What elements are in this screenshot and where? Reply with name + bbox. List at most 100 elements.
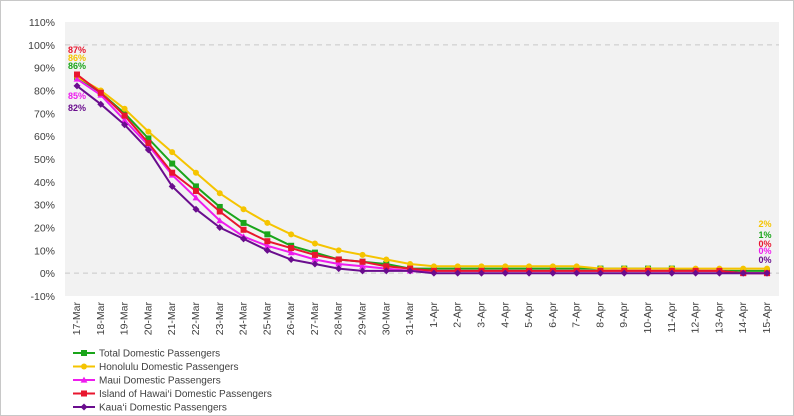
legend-label: Island of Hawai‘i Domestic Passengers: [99, 389, 272, 400]
legend-marker: [81, 363, 87, 370]
x-tick-label: 23-Mar: [214, 302, 226, 336]
end-data-label: 2%: [758, 219, 771, 229]
x-tick-label: 31-Mar: [404, 302, 416, 336]
x-tick-label: 17-Mar: [71, 302, 83, 336]
series-point: [383, 263, 390, 270]
series-point: [240, 226, 247, 233]
series-point: [264, 238, 271, 245]
start-data-label: 86%: [68, 53, 86, 63]
x-tick-label: 24-Mar: [238, 302, 250, 336]
x-tick-label: 3-Apr: [475, 302, 487, 328]
end-data-label: 0%: [758, 246, 771, 256]
series-point: [97, 100, 105, 108]
x-tick-label: 18-Mar: [95, 302, 107, 336]
legend-label: Maui Domestic Passengers: [99, 376, 221, 387]
series-point: [240, 206, 247, 213]
series-point: [407, 261, 414, 268]
series-point: [620, 269, 628, 277]
series-point: [335, 260, 343, 267]
series-point: [359, 267, 367, 275]
y-tick-label: 30%: [34, 200, 55, 212]
series-point: [73, 75, 81, 82]
x-tick-label: 20-Mar: [142, 302, 154, 336]
series-point: [192, 205, 200, 213]
x-tick-label: 4-Apr: [499, 302, 511, 328]
x-tick-label: 2-Apr: [452, 302, 464, 328]
series-point: [192, 187, 199, 194]
series-point: [311, 240, 318, 247]
series-point: [169, 160, 176, 167]
series-point: [383, 256, 390, 263]
x-tick-label: 11-Apr: [666, 302, 678, 333]
series-point: [192, 194, 200, 201]
series-point: [763, 269, 771, 277]
x-tick-label: 7-Apr: [571, 302, 583, 328]
series-point: [644, 269, 652, 277]
series-point: [573, 263, 580, 270]
x-tick-label: 6-Apr: [547, 302, 559, 328]
y-tick-label: 80%: [34, 86, 55, 98]
y-tick-label: 50%: [34, 154, 55, 166]
x-tick-label: 1-Apr: [428, 302, 440, 328]
series-point: [454, 269, 462, 277]
y-tick-label: 20%: [34, 223, 55, 235]
start-data-label: 87%: [68, 45, 86, 55]
series-point: [359, 262, 366, 269]
series-point: [311, 260, 319, 268]
series-point: [121, 116, 128, 123]
series-point: [144, 146, 152, 154]
series-point: [692, 269, 700, 277]
y-tick-label: 90%: [34, 63, 55, 75]
x-tick-label: 9-Apr: [618, 302, 630, 328]
legend-label: Total Domestic Passengers: [99, 349, 220, 360]
series-point: [121, 112, 128, 119]
series-point: [169, 149, 176, 156]
series-point: [288, 231, 295, 238]
x-tick-label: 8-Apr: [594, 302, 606, 328]
series-point: [97, 89, 104, 96]
series-point: [359, 251, 366, 258]
series-point: [382, 267, 390, 275]
series-point: [263, 242, 271, 249]
y-tick-label: 60%: [34, 131, 55, 143]
legend-marker: [80, 403, 88, 411]
end-data-label: 0%: [758, 255, 771, 265]
legend-label: Kaua‘i Domestic Passengers: [99, 403, 227, 414]
series-point: [73, 82, 81, 90]
series-point: [335, 247, 342, 254]
x-tick-label: 14-Apr: [737, 301, 749, 333]
y-tick-label: 40%: [34, 177, 55, 189]
end-data-label: 1%: [758, 230, 771, 240]
x-tick-label: 27-Mar: [309, 302, 321, 336]
series-point: [192, 169, 199, 176]
series-point: [430, 263, 437, 270]
series-point: [169, 169, 176, 176]
series-point: [121, 105, 128, 112]
series-point: [335, 256, 342, 263]
x-tick-label: 29-Mar: [357, 302, 369, 336]
series-point: [240, 235, 248, 243]
series-line-4: [76, 85, 767, 275]
x-tick-label: 19-Mar: [119, 302, 131, 336]
series-point: [739, 269, 747, 277]
start-data-label: 85%: [68, 91, 86, 101]
x-tick-label: 15-Apr: [761, 301, 773, 333]
series-point: [668, 269, 676, 277]
series-point: [168, 182, 176, 190]
series-point: [264, 231, 271, 238]
series-point: [216, 208, 223, 215]
series-point: [502, 263, 509, 270]
series-point: [549, 269, 557, 277]
series-point: [287, 255, 295, 263]
series-point: [288, 245, 295, 252]
series-point: [406, 267, 414, 275]
series-point: [145, 140, 152, 147]
series-point: [287, 249, 295, 256]
series-point: [740, 265, 747, 272]
x-tick-label: 13-Apr: [713, 301, 725, 333]
series-point: [216, 190, 223, 197]
series-point: [311, 256, 319, 263]
plot-area: [65, 22, 779, 296]
